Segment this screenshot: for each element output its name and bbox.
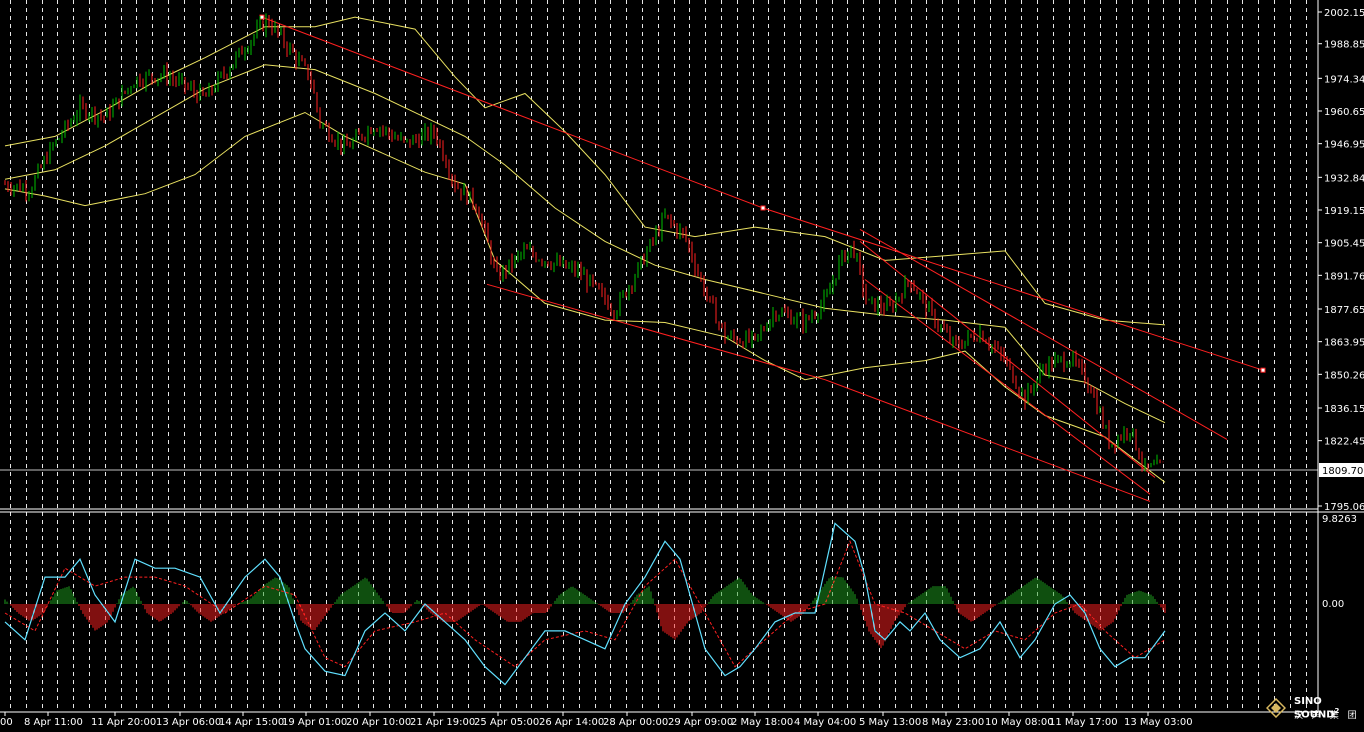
price-tick-label: 1891.760 [1324, 271, 1364, 282]
time-tick-label: 00 [0, 717, 13, 728]
price-tick-label: 1946.955 [1324, 140, 1364, 151]
price-tick-label: 1822.455 [1324, 437, 1364, 448]
time-tick-label: 13 Apr 06:00 [156, 717, 221, 728]
logo-brand-text: SINO SOUND2 [1294, 696, 1340, 721]
price-tick-label: 2002.150 [1324, 8, 1364, 19]
time-tick-label: 5 May 13:00 [859, 717, 921, 728]
trendline-anchor [760, 205, 766, 211]
time-tick-label: 19 Apr 01:00 [282, 717, 347, 728]
signal-line [4, 539, 1166, 668]
trendline-anchor [1260, 367, 1266, 373]
price-tick-label: 1932.845 [1324, 173, 1364, 184]
osc-histogram [4, 577, 1166, 649]
time-tick-label: 2 May 18:00 [731, 717, 793, 728]
price-tick-label: 1960.650 [1324, 107, 1364, 118]
candlesticks [4, 13, 1164, 472]
current-price-label: 1809.702 [1322, 466, 1364, 477]
time-axis-labels: 00 8 Apr 11:00 11 Apr 20:00 13 Apr 06:0014 … [0, 712, 1193, 728]
price-tick-label: 1905.455 [1324, 239, 1364, 250]
main-line [4, 522, 1166, 686]
current-price-box [1319, 463, 1364, 477]
time-tick-label: 26 Apr 14:00 [539, 717, 604, 728]
osc-lines [4, 522, 1166, 686]
time-tick-label: 29 Apr 09:00 [668, 717, 733, 728]
time-tick-label: 14 Apr 15:00 [219, 717, 284, 728]
trendlines [259, 14, 1266, 502]
time-tick-label: 8 May 23:00 [922, 717, 984, 728]
time-tick-label: 20 Apr 10:00 [346, 717, 411, 728]
time-tick-label: 10 May 08:00 [985, 717, 1054, 728]
osc-zero-label: 0.00 [1322, 599, 1344, 610]
time-tick-label: 28 Apr 00:00 [603, 717, 668, 728]
price-tick-label: 1795.065 [1324, 502, 1364, 513]
trendline [864, 279, 1151, 495]
time-tick-label: 25 Apr 05:00 [474, 717, 539, 728]
time-tick-label: 11 Apr 20:00 [91, 717, 156, 728]
bollinger-lower [4, 111, 1166, 483]
price-tick-label: 1919.150 [1324, 206, 1364, 217]
time-tick-label: 11 May 17:00 [1049, 717, 1118, 728]
trendline [486, 283, 1151, 502]
price-tick-label: 1988.855 [1324, 40, 1364, 51]
price-tick-label: 1836.150 [1324, 404, 1364, 415]
trendline [859, 228, 1228, 440]
logo-emblem-icon [1266, 698, 1286, 718]
price-tick-label: 1863.955 [1324, 338, 1364, 349]
osc-max-label: 9.8263 [1322, 514, 1357, 525]
price-tick-label: 1850.260 [1324, 370, 1364, 381]
time-tick-label: 13 May 03:00 [1124, 717, 1193, 728]
price-tick-label: 1877.650 [1324, 305, 1364, 316]
bollinger-upper [4, 16, 1166, 326]
time-tick-label: 4 May 04:00 [794, 717, 856, 728]
price-tick-label: 1974.345 [1324, 74, 1364, 85]
price-axis-labels: 2002.150 1988.855 1974.345 1960.650 1946.955… [1318, 8, 1364, 513]
brand-logo: SINO SOUND2 汉 声 集 团 [1264, 696, 1364, 722]
trendline-anchor [259, 14, 265, 20]
time-tick-label: 8 Apr 11:00 [24, 717, 83, 728]
time-tick-label: 21 Apr 19:00 [410, 717, 475, 728]
logo-chinese-text: 汉 声 集 团 [1294, 711, 1360, 721]
